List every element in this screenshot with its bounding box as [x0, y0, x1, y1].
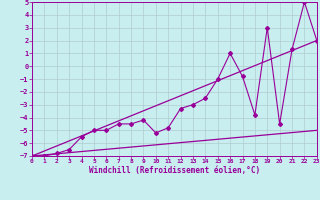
X-axis label: Windchill (Refroidissement éolien,°C): Windchill (Refroidissement éolien,°C) [89, 166, 260, 175]
